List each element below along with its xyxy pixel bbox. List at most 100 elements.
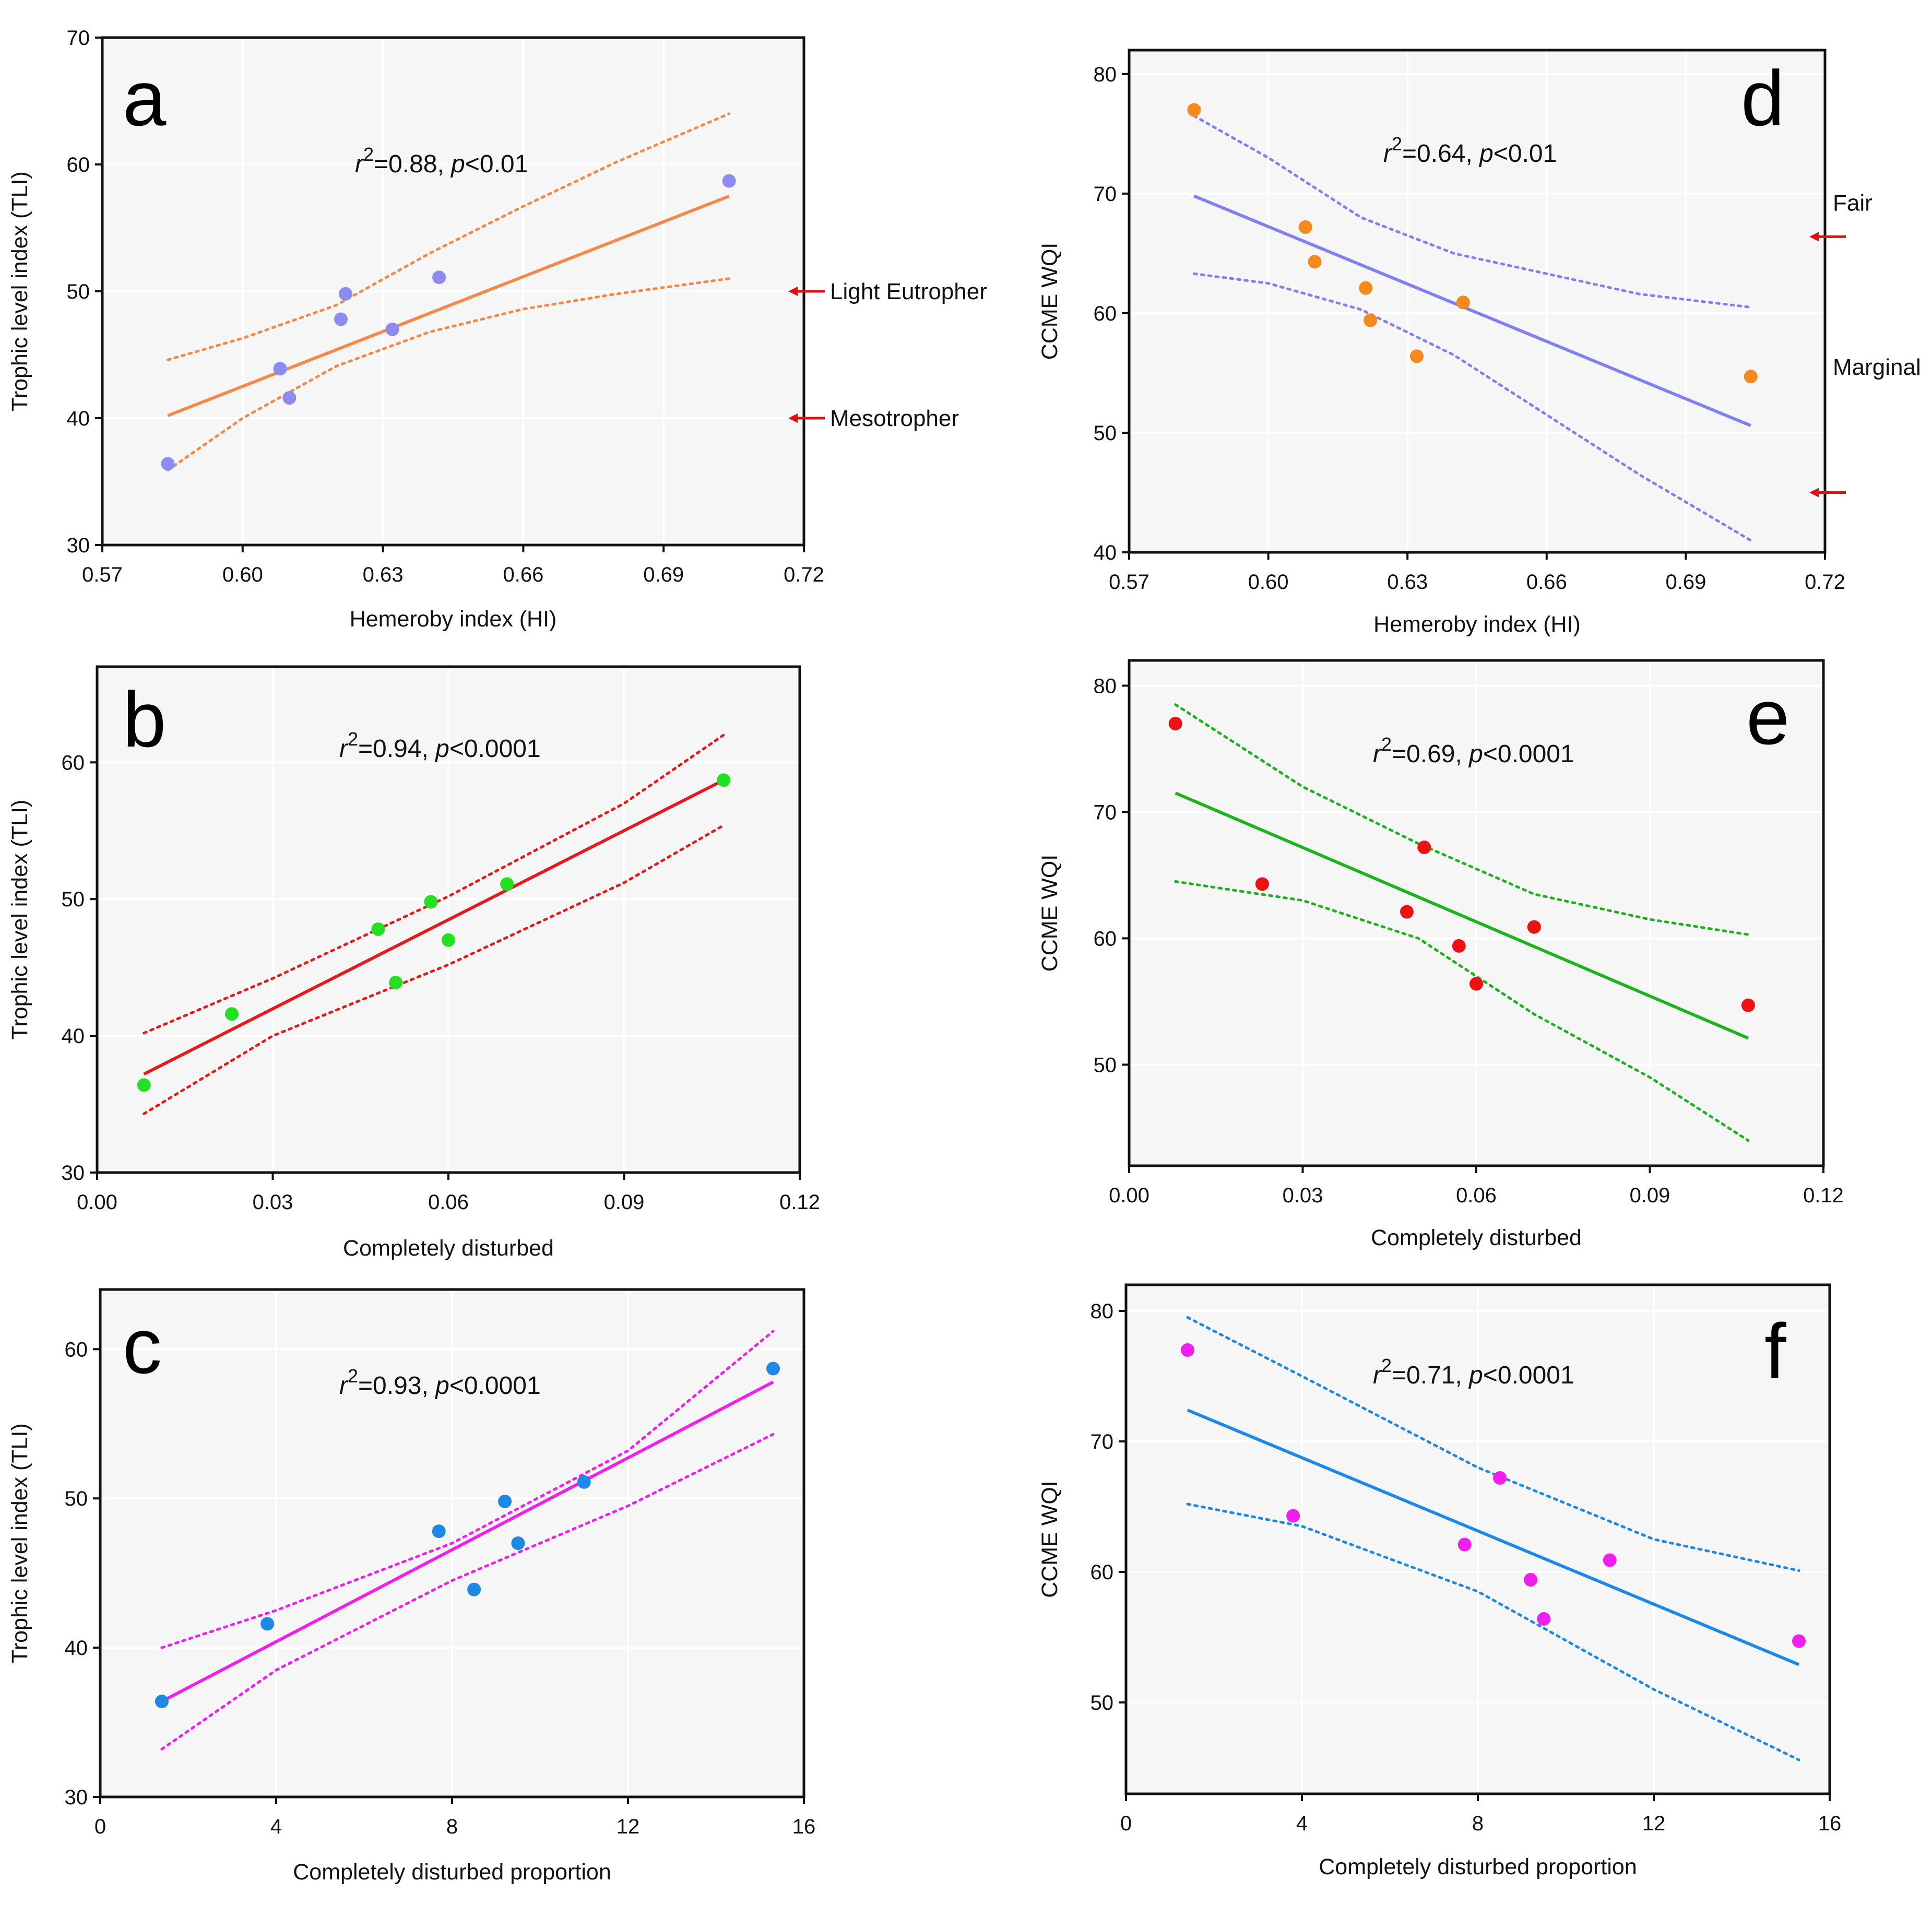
ci-lower-line (1186, 1502, 1800, 1761)
x-tick-label: 12 (1642, 1812, 1666, 1835)
x-tick-label: 4 (270, 1815, 282, 1838)
data-point (1187, 103, 1201, 117)
plot-frame (1128, 49, 1827, 554)
data-point (1255, 877, 1269, 891)
data-point (432, 1524, 446, 1539)
x-tick-label: 0 (1120, 1812, 1132, 1835)
data-point (1359, 281, 1373, 295)
y-tick-label: 70 (1094, 801, 1117, 824)
x-tick-label: 16 (792, 1815, 816, 1838)
x-tick-label: 0.09 (1630, 1184, 1670, 1207)
data-point (717, 773, 731, 787)
data-point (385, 322, 399, 336)
data-point (161, 457, 175, 471)
x-tick-label: 0.09 (604, 1191, 645, 1214)
data-point (577, 1475, 591, 1489)
y-tick-label: 70 (67, 27, 90, 50)
data-point (224, 1007, 239, 1021)
data-point (371, 922, 385, 936)
stat-annotation: r2=0.88, p<0.01 (355, 144, 528, 178)
stat-annotation: r2=0.64, p<0.01 (1383, 133, 1557, 168)
stat-annotation: r2=0.69, p<0.0001 (1373, 733, 1574, 768)
y-tick-label: 30 (62, 1162, 85, 1185)
data-point (1180, 1343, 1194, 1357)
regression-line (161, 1380, 774, 1703)
x-tick-label: 0.00 (1109, 1184, 1149, 1207)
y-tick-label: 70 (1094, 183, 1117, 206)
x-axis-label: Completely disturbed (343, 1236, 554, 1261)
panel-a: 0.57 0.60 0.63 0.66 0.69 0.72 30 40 50 60 70 Hemero… (7, 27, 987, 632)
regression-line (167, 194, 730, 417)
data-point (1537, 1612, 1551, 1626)
reference-label: Marginal (1833, 354, 1921, 380)
data-point (424, 895, 438, 909)
ci-upper-line (143, 733, 725, 1035)
x-tick-label: 0.06 (1456, 1184, 1497, 1207)
data-point (432, 270, 446, 285)
y-tick-label: 80 (1094, 63, 1117, 86)
ci-lower-line (1174, 880, 1750, 1142)
x-tick-label: 0.72 (1805, 571, 1845, 594)
ci-lower-line (160, 1433, 775, 1750)
y-tick-label: 60 (1091, 1561, 1114, 1584)
y-tick-label: 40 (65, 1637, 88, 1660)
data-point (722, 174, 736, 188)
regression-line (1175, 791, 1749, 1040)
data-point (467, 1582, 481, 1596)
data-point (1308, 255, 1322, 269)
data-point (338, 287, 352, 301)
data-point (389, 975, 403, 989)
x-tick-label: 0.12 (779, 1191, 820, 1214)
x-tick-label: 0.72 (784, 563, 824, 586)
x-axis-label: Completely disturbed proportion (293, 1860, 611, 1885)
data-point (1452, 939, 1466, 953)
x-tick-label: 0.57 (82, 563, 123, 586)
data-point (1527, 920, 1541, 934)
plot-area (1129, 50, 1825, 552)
x-tick-label: 0 (94, 1815, 106, 1838)
data-point (1469, 977, 1483, 991)
panel-f: 0 4 8 12 16 50 60 70 80 Completely disturbed prop… (1037, 1283, 1842, 1879)
data-point (1298, 220, 1312, 234)
y-axis-label: Trophic level index (TLI) (7, 800, 32, 1040)
y-tick-label: 60 (67, 153, 90, 176)
data-point (1168, 717, 1182, 730)
panel-b: 0.00 0.03 0.06 0.09 0.12 30 40 50 60 Completely d… (7, 665, 820, 1261)
data-point (282, 391, 297, 405)
data-point (442, 933, 455, 947)
reference-label: Fair (1833, 190, 1872, 216)
ci-upper-line (166, 112, 731, 361)
x-tick-label: 0.63 (1387, 571, 1428, 594)
regression-line (1193, 194, 1751, 427)
data-point (1603, 1553, 1617, 1567)
panel-letter: d (1741, 54, 1784, 142)
x-tick-label: 0.06 (428, 1191, 469, 1214)
data-point (137, 1078, 151, 1092)
panel-letter: f (1764, 1307, 1786, 1395)
regression-line (143, 778, 725, 1076)
x-tick-label: 4 (1296, 1812, 1308, 1835)
reference-arrow-icon (1809, 232, 1819, 242)
panel-e: 0.00 0.03 0.06 0.09 0.12 50 60 70 80 Completely d… (1037, 659, 1844, 1250)
x-axis-label: Completely disturbed (1371, 1225, 1582, 1250)
x-tick-label: 0.66 (503, 563, 543, 586)
y-tick-label: 40 (1094, 541, 1117, 564)
x-axis-label: Hemeroby index (HI) (1373, 612, 1581, 637)
ci-upper-line (160, 1330, 775, 1649)
y-tick-label: 60 (65, 1338, 88, 1361)
x-tick-label: 16 (1818, 1812, 1842, 1835)
y-tick-label: 60 (1094, 927, 1117, 950)
data-point (511, 1536, 525, 1550)
data-point (334, 312, 348, 326)
stat-annotation: r2=0.93, p<0.0001 (339, 1365, 541, 1400)
x-tick-label: 0.00 (77, 1191, 117, 1214)
y-tick-label: 80 (1091, 1300, 1114, 1323)
x-axis-label: Hemeroby index (HI) (350, 607, 557, 632)
data-point (498, 1494, 512, 1508)
y-tick-label: 50 (1094, 1054, 1117, 1076)
reference-label: Light Eutropher (830, 279, 987, 304)
panel-letter: e (1746, 673, 1789, 761)
panel-d: 0.57 0.60 0.63 0.66 0.69 0.72 40 50 60 70 80 Hemero… (1037, 49, 1921, 637)
y-axis-label: Trophic level index (TLI) (7, 171, 32, 411)
